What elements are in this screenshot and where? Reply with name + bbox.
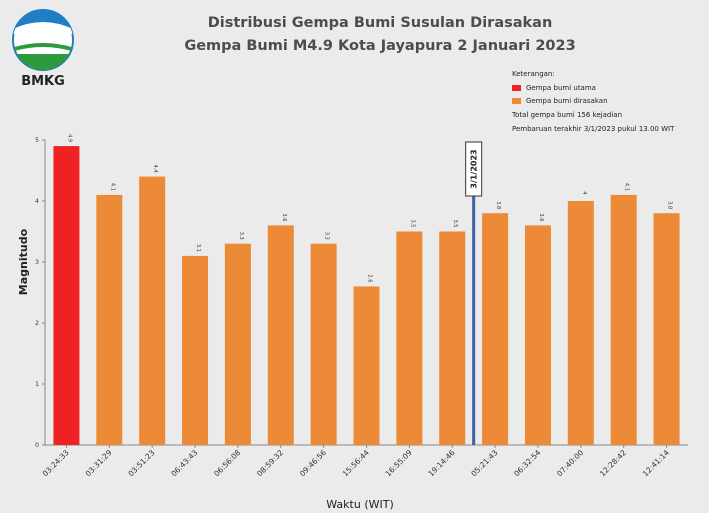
- data-label: 4.9: [66, 134, 72, 142]
- data-label: 3.3: [238, 232, 244, 240]
- x-tick-label: 08:59:32: [255, 448, 285, 478]
- y-tick-label: 2: [35, 320, 39, 327]
- y-axis-label: Magnitudo: [17, 228, 30, 295]
- data-label: 3.5: [409, 220, 415, 228]
- chart-title-block: Distribusi Gempa Bumi Susulan Dirasakan …: [140, 12, 620, 58]
- y-tick-label: 0: [35, 442, 39, 449]
- y-tick-label: 5: [35, 137, 39, 144]
- chart-bars: [53, 146, 680, 445]
- logo-text: BMKG: [21, 74, 65, 88]
- x-tick-label: 06:56:08: [212, 448, 242, 478]
- chart-legend: Keterangan: Gempa bumi utama Gempa bumi …: [512, 70, 702, 135]
- bar: [267, 225, 294, 445]
- data-label: 4.1: [109, 183, 115, 191]
- legend-label-dirasakan: Gempa bumi dirasakan: [526, 97, 608, 105]
- x-tick-label: 03:51:23: [126, 448, 156, 478]
- bar: [610, 194, 637, 445]
- bmkg-logo: BMKG: [12, 9, 74, 88]
- x-tick-label: 12:28:42: [598, 448, 628, 478]
- x-tick-label: 06:43:43: [169, 448, 199, 478]
- bar: [524, 225, 551, 445]
- legend-swatch-utama: [512, 85, 521, 91]
- data-label: 4: [581, 191, 587, 194]
- legend-item-utama: Gempa bumi utama: [512, 84, 702, 92]
- bar: [224, 243, 251, 445]
- bar: [310, 243, 337, 445]
- y-tick-label: 4: [35, 198, 39, 205]
- legend-heading: Keterangan:: [512, 70, 555, 78]
- x-axis-label: Waktu (WIT): [326, 498, 394, 511]
- x-tick-label: 12:41:14: [641, 448, 671, 478]
- x-tick-label: 19:14:46: [426, 448, 456, 478]
- y-tick-label: 1: [35, 381, 39, 388]
- bar: [396, 231, 423, 445]
- data-label: 3.3: [324, 232, 330, 240]
- data-label: 3.6: [538, 213, 544, 221]
- legend-swatch-dirasakan: [512, 98, 521, 104]
- legend-item-dirasakan: Gempa bumi dirasakan: [512, 97, 702, 105]
- legend-note-total: Total gempa bumi 156 kejadian: [512, 111, 623, 119]
- x-tick-label: 07:40:00: [555, 448, 585, 478]
- bar: [96, 194, 123, 445]
- bar: [182, 255, 209, 445]
- data-label: 3.8: [667, 201, 673, 209]
- date-marker-label: 3/1/2023: [470, 149, 479, 188]
- data-label: 4.1: [624, 183, 630, 191]
- x-tick-label: 06:32:54: [512, 448, 542, 478]
- bar: [567, 201, 594, 445]
- bar: [653, 213, 680, 445]
- data-label: 3.1: [195, 244, 201, 252]
- legend-label-utama: Gempa bumi utama: [526, 84, 596, 92]
- bar: [439, 231, 466, 445]
- bar: [53, 146, 80, 445]
- bar: [139, 176, 166, 445]
- data-label: 4.4: [152, 165, 158, 173]
- bar: [482, 213, 509, 445]
- chart-subtitle: Gempa Bumi M4.9 Kota Jayapura 2 Januari …: [184, 38, 576, 54]
- x-tick-label: 03:31:29: [84, 448, 114, 478]
- data-label: 3.8: [495, 201, 501, 209]
- x-tick-label: 05:21:43: [469, 448, 499, 478]
- data-label: 2.6: [367, 274, 373, 282]
- chart-title: Distribusi Gempa Bumi Susulan Dirasakan: [207, 15, 553, 31]
- x-tick-label: 16:55:09: [384, 448, 414, 478]
- x-tick-label: 03:24:33: [41, 448, 71, 478]
- bar: [353, 286, 380, 445]
- data-label: 3.5: [452, 220, 458, 228]
- x-tick-label: 15:56:44: [341, 448, 371, 478]
- x-tick-label: 09:46:56: [298, 448, 328, 478]
- legend-note-update: Pembaruan terakhir 3/1/2023 pukul 13.00 …: [512, 125, 675, 133]
- date-marker-box: [465, 141, 483, 197]
- data-label: 3.6: [281, 213, 287, 221]
- y-tick-label: 3: [35, 259, 39, 266]
- chart-axes: 0 1 2 3 4 5 3/1/2023: [35, 137, 688, 449]
